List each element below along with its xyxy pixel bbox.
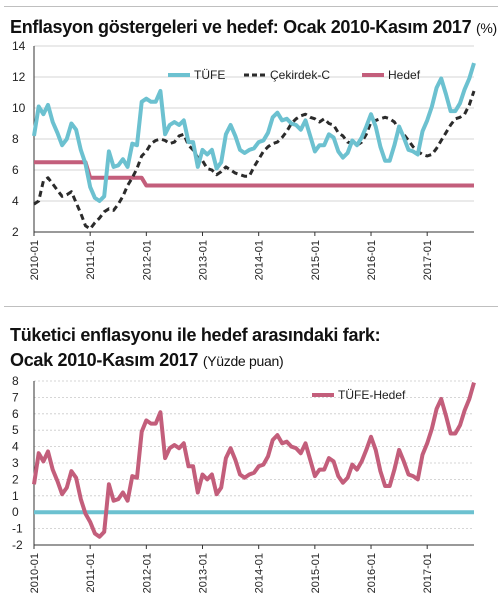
y-tick-label-3: 8: [12, 132, 19, 146]
x-tick-label-4: 2014-01: [254, 553, 266, 593]
series-line-ekirdek-c: [33, 90, 476, 231]
y-tick-label-5: 3: [12, 456, 19, 470]
y-tick-label-4: 2: [12, 472, 19, 486]
y-tick-label-4: 10: [12, 101, 26, 115]
y-tick-label-2: 0: [12, 505, 19, 519]
chart2-title-line2: Ocak 2010-Kasım 2017 (Yüzde puan): [10, 350, 284, 370]
x-tick-label-5: 2015-01: [310, 240, 322, 280]
legend-label-hedef: Hedef: [388, 68, 421, 82]
x-tick-label-3: 2013-01: [198, 240, 210, 280]
y-tick-label-2: 6: [12, 163, 19, 177]
series-line-t-fe: [32, 62, 476, 203]
y-tick-label-0: -2: [12, 538, 23, 552]
legend-label-t-fe: TÜFE: [194, 68, 225, 82]
x-tick-label-0: 2010-01: [29, 553, 41, 593]
y-tick-label-7: 5: [12, 423, 19, 437]
x-tick-label-3: 2013-01: [198, 553, 210, 593]
x-tick-label-1: 2011-01: [85, 553, 97, 593]
y-tick-label-6: 4: [12, 440, 19, 454]
x-tick-label-5: 2015-01: [310, 553, 322, 593]
chart2-title-line1: Tüketici enflasyonu ile hedef arasındaki…: [10, 325, 381, 345]
y-tick-label-8: 6: [12, 407, 19, 421]
legend-label-t-fe-hedef: TÜFE-Hedef: [338, 388, 406, 402]
separator-rule: [4, 306, 498, 307]
x-tick-label-2: 2012-01: [141, 553, 153, 593]
chart2-svg: -2 -1 0 1 2 3 4 5 6 7 8 2010-01 2011-01 2012-01 2013-0…: [12, 375, 476, 593]
top-rule: [4, 6, 498, 7]
x-tick-label-1: 2011-01: [85, 240, 97, 280]
x-tick-label-7: 2017-01: [422, 553, 434, 593]
x-tick-label-0: 2010-01: [29, 240, 41, 280]
chart1-title: Enflasyon göstergeleri ve hedef: Ocak 20…: [10, 17, 497, 37]
y-tick-label-1: -1: [12, 522, 23, 536]
x-tick-label-4: 2014-01: [254, 240, 266, 280]
legend-label-ekirdek-c: Çekirdek-C: [270, 68, 330, 82]
x-tick-label-7: 2017-01: [422, 240, 434, 280]
x-tick-label-6: 2016-01: [366, 553, 378, 593]
series-line-hedef: [34, 160, 474, 188]
y-tick-label-0: 2: [12, 225, 19, 239]
x-tick-label-6: 2016-01: [366, 240, 378, 280]
y-tick-label-5: 12: [12, 70, 26, 84]
chart1-svg: 2 4 6 8 10 12 14 2010-01 2011-01 2012-01 2013-01 20…: [12, 39, 476, 280]
series-line-t-fe-hedef: [32, 382, 476, 539]
y-tick-label-6: 14: [12, 39, 26, 53]
y-tick-label-9: 7: [12, 390, 19, 404]
y-tick-label-10: 8: [12, 375, 19, 388]
x-tick-label-2: 2012-01: [141, 240, 153, 280]
y-tick-label-3: 1: [12, 489, 19, 503]
y-tick-label-1: 4: [12, 194, 19, 208]
